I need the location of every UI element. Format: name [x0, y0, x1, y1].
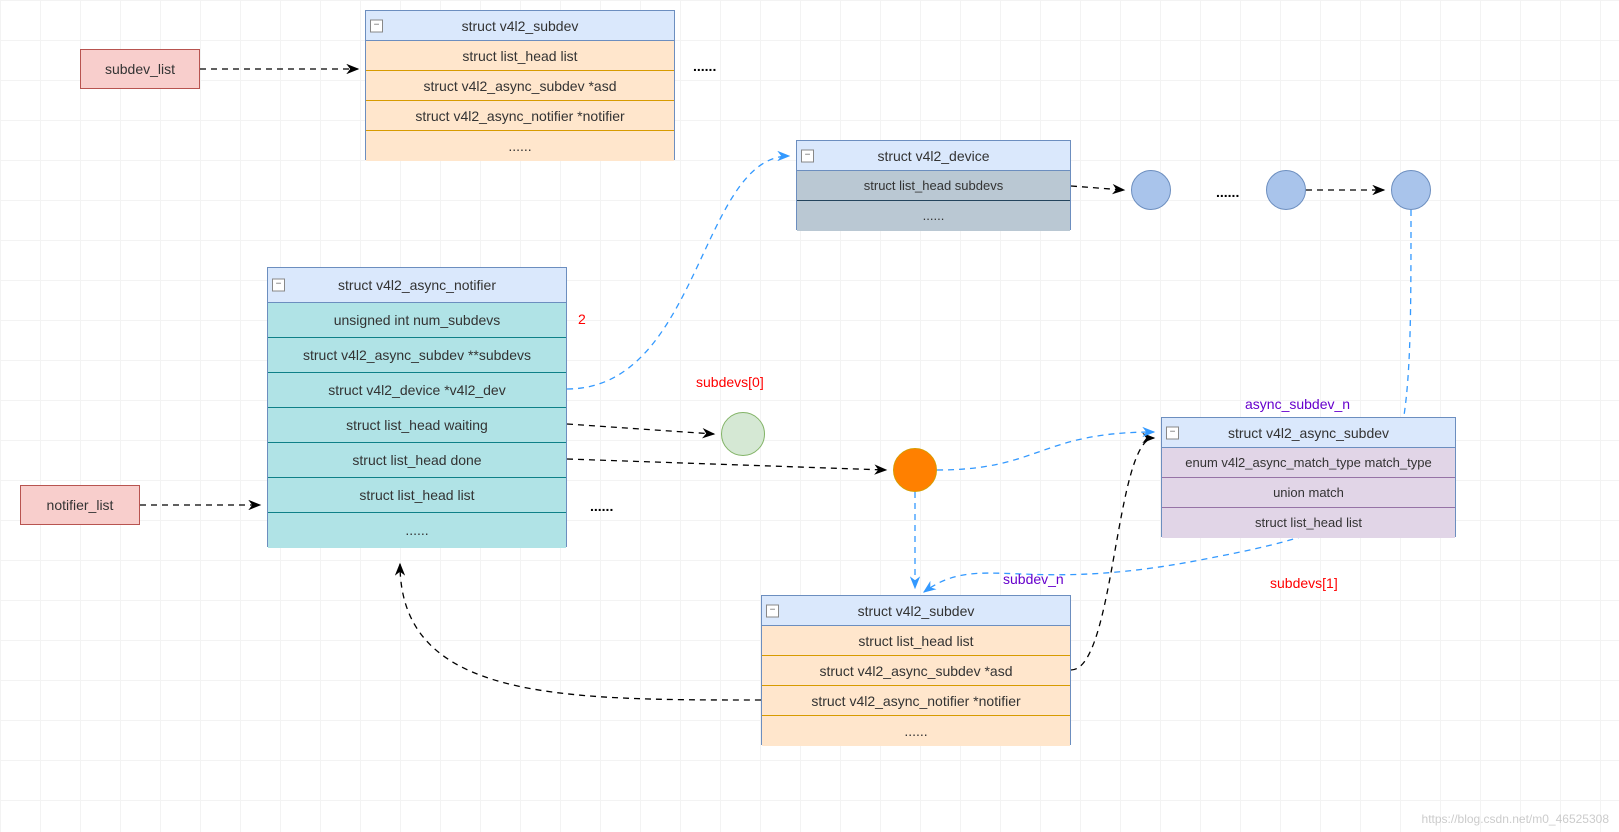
box-subdev-list-label: subdev_list — [105, 61, 175, 77]
label-subdev_n: subdev_n — [1003, 571, 1064, 587]
struct-async_subdev: struct v4l2_async_subdev−enum v4l2_async… — [1161, 417, 1456, 537]
box-subdev-list: subdev_list — [80, 49, 200, 89]
arrow-2 — [567, 424, 714, 434]
struct-async_subdev-title: struct v4l2_async_subdev− — [1162, 418, 1455, 448]
struct-subdev_n-field-3: ...... — [762, 716, 1070, 746]
circle-orange — [893, 448, 937, 492]
collapse-icon[interactable]: − — [766, 604, 779, 617]
circle-blue2 — [1266, 170, 1306, 210]
arrow-6 — [400, 564, 761, 700]
arrow-4 — [1071, 186, 1124, 190]
struct-notifier-field-6: ...... — [268, 513, 566, 548]
struct-async_subdev-field-0: enum v4l2_async_match_type match_type — [1162, 448, 1455, 478]
struct-notifier-field-1: struct v4l2_async_subdev **subdevs — [268, 338, 566, 373]
struct-device-field-1: ...... — [797, 201, 1070, 231]
label-dots_top: ...... — [693, 58, 716, 74]
struct-device: struct v4l2_device−struct list_head subd… — [796, 140, 1071, 230]
struct-subdev_n-title: struct v4l2_subdev− — [762, 596, 1070, 626]
struct-notifier-title: struct v4l2_async_notifier− — [268, 268, 566, 303]
struct-notifier-field-5: struct list_head list — [268, 478, 566, 513]
arrow-3 — [567, 459, 886, 470]
collapse-icon[interactable]: − — [1166, 426, 1179, 439]
struct-subdev_top-field-2: struct v4l2_async_notifier *notifier — [366, 101, 674, 131]
label-subdevs1: subdevs[1] — [1270, 575, 1338, 591]
label-dots_mid: ...... — [590, 498, 613, 514]
struct-subdev_top-title: struct v4l2_subdev− — [366, 11, 674, 41]
collapse-icon[interactable]: − — [272, 279, 285, 292]
struct-device-field-0: struct list_head subdevs — [797, 171, 1070, 201]
struct-notifier-field-4: struct list_head done — [268, 443, 566, 478]
struct-async_subdev-field-1: union match — [1162, 478, 1455, 508]
label-async_subdev_n: async_subdev_n — [1245, 396, 1350, 412]
circle-green — [721, 412, 765, 456]
struct-subdev_n-field-1: struct v4l2_async_subdev *asd — [762, 656, 1070, 686]
label-num2: 2 — [578, 311, 586, 327]
struct-notifier-field-2: struct v4l2_device *v4l2_dev — [268, 373, 566, 408]
struct-subdev_top-field-0: struct list_head list — [366, 41, 674, 71]
box-notifier-list-label: notifier_list — [47, 497, 114, 513]
label-dots_blue: ...... — [1216, 184, 1239, 200]
struct-async_subdev-field-2: struct list_head list — [1162, 508, 1455, 538]
watermark: https://blog.csdn.net/m0_46525308 — [1422, 812, 1609, 826]
collapse-icon[interactable]: − — [801, 149, 814, 162]
label-subdevs0: subdevs[0] — [696, 374, 764, 390]
struct-subdev_top: struct v4l2_subdev−struct list_head list… — [365, 10, 675, 160]
arrow-9 — [937, 432, 1154, 470]
struct-device-title: struct v4l2_device− — [797, 141, 1070, 171]
box-notifier-list: notifier_list — [20, 485, 140, 525]
struct-subdev_n-field-0: struct list_head list — [762, 626, 1070, 656]
struct-subdev_n-field-2: struct v4l2_async_notifier *notifier — [762, 686, 1070, 716]
circle-blue1 — [1131, 170, 1171, 210]
struct-subdev_top-field-3: ...... — [366, 131, 674, 161]
struct-notifier-field-0: unsigned int num_subdevs — [268, 303, 566, 338]
arrow-10 — [567, 156, 789, 389]
struct-notifier: struct v4l2_async_notifier−unsigned int … — [267, 267, 567, 547]
circle-blue3 — [1391, 170, 1431, 210]
collapse-icon[interactable]: − — [370, 19, 383, 32]
struct-subdev_n: struct v4l2_subdev−struct list_head list… — [761, 595, 1071, 745]
arrow-7 — [1071, 438, 1154, 670]
struct-notifier-field-3: struct list_head waiting — [268, 408, 566, 443]
diagram-canvas: subdev_list notifier_list struct v4l2_su… — [0, 0, 1619, 832]
struct-subdev_top-field-1: struct v4l2_async_subdev *asd — [366, 71, 674, 101]
